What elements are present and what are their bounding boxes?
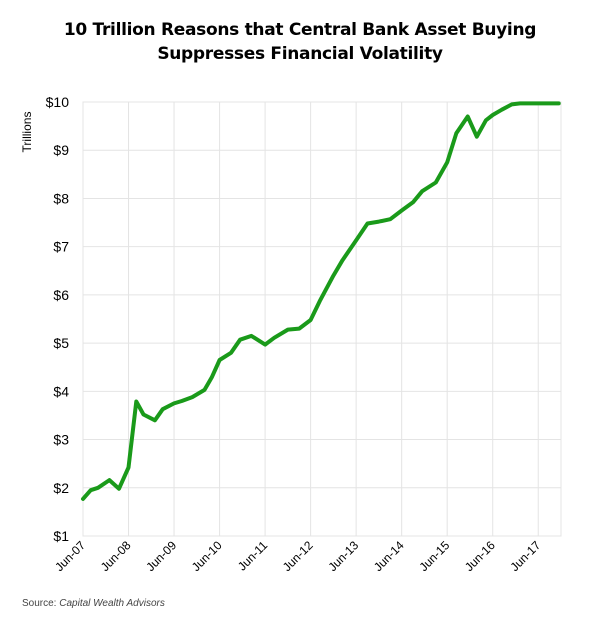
- source-prefix: Source:: [22, 598, 57, 609]
- x-tick-label: Jun-15: [416, 538, 452, 574]
- x-tick-label: Jun-08: [98, 538, 134, 574]
- y-tick-label: $8: [53, 190, 69, 206]
- y-tick-label: $7: [53, 239, 69, 255]
- x-tick-label: Jun-09: [143, 538, 179, 574]
- y-tick-label: $6: [53, 287, 69, 303]
- y-tick-label: $5: [53, 335, 69, 351]
- plot-frame: [82, 101, 562, 537]
- x-tick-label: Jun-13: [325, 538, 361, 574]
- series-group: [81, 101, 561, 501]
- y-tick-label: $9: [53, 142, 69, 158]
- x-tick-label: Jun-10: [189, 538, 225, 574]
- y-axis-label: Trillions: [20, 112, 34, 153]
- chart-title-line-2: Suppresses Financial Volatility: [157, 44, 443, 64]
- y-tick-label: $2: [53, 480, 69, 496]
- x-tick-label: Jun-11: [235, 538, 270, 573]
- gridlines: [82, 101, 562, 537]
- chart-title-line-1: 10 Trillion Reasons that Central Bank As…: [63, 20, 537, 40]
- x-axis-ticks: Jun-07 Jun-08 Jun-09 Jun-10 Jun-11 Jun-12 Jun-…: [52, 538, 543, 574]
- x-tick-label: Jun-16: [462, 538, 498, 574]
- y-tick-label: $3: [53, 432, 69, 448]
- source-note: Source: Capital Wealth Advisors: [22, 598, 165, 609]
- y-tick-label: $10: [46, 94, 70, 110]
- source-name: Capital Wealth Advisors: [59, 598, 165, 609]
- chart-title: 10 Trillion Reasons that Central Bank As…: [0, 18, 600, 66]
- x-tick-label: Jun-14: [371, 538, 407, 574]
- y-tick-label: $4: [53, 383, 69, 399]
- y-tick-label: $1: [53, 528, 69, 544]
- series-line: [81, 101, 561, 501]
- y-axis-ticks: $1 $2 $3 $4 $5 $6 $7 $8 $9 $10: [46, 94, 70, 544]
- x-tick-label: Jun-17: [508, 538, 544, 574]
- x-tick-label: Jun-12: [280, 538, 316, 574]
